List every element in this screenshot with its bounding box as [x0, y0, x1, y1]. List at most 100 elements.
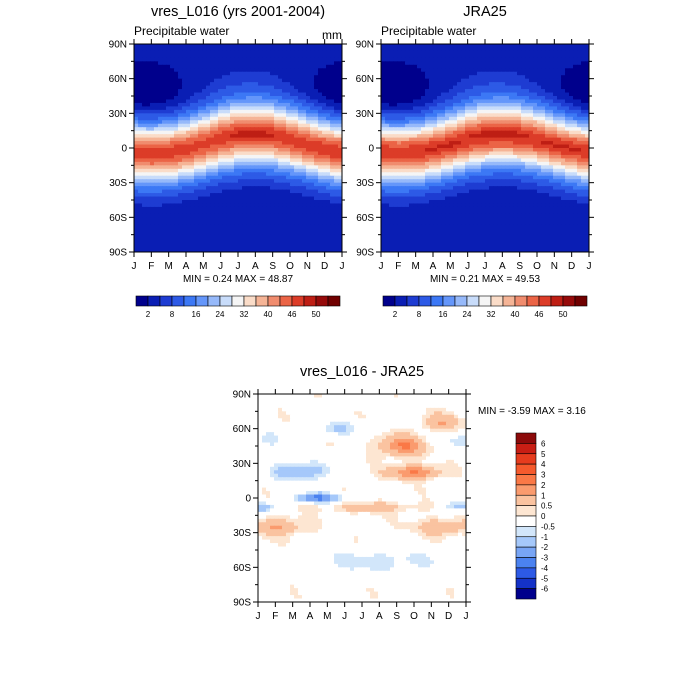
field-cell — [322, 217, 327, 222]
field-cell — [162, 210, 167, 215]
field-cell — [445, 113, 450, 118]
field-cell — [166, 179, 171, 184]
field-cell — [481, 96, 486, 101]
field-cell — [509, 44, 514, 49]
field-cell — [461, 109, 466, 114]
field-cell — [306, 89, 311, 94]
field-cell — [585, 47, 589, 52]
field-cell — [206, 161, 211, 166]
field-cell — [278, 238, 283, 243]
field-cell — [190, 213, 195, 218]
field-cell — [234, 200, 239, 205]
field-cell — [473, 127, 478, 132]
field-cell — [142, 47, 147, 52]
field-cell — [477, 130, 482, 135]
field-cell — [302, 61, 307, 66]
field-cell — [286, 102, 291, 107]
field-cell — [142, 189, 147, 194]
field-cell — [238, 217, 243, 222]
field-cell — [314, 148, 319, 153]
field-cell — [210, 109, 215, 114]
field-cell — [421, 109, 426, 114]
field-cell — [238, 168, 243, 173]
field-cell — [166, 47, 171, 52]
field-cell — [310, 224, 315, 229]
field-cell — [425, 47, 430, 52]
field-cell — [561, 78, 566, 83]
field-cell — [286, 44, 291, 49]
field-cell — [210, 134, 215, 139]
field-cell — [230, 99, 235, 104]
field-cell — [194, 200, 199, 205]
field-cell — [274, 137, 279, 142]
field-cell — [577, 92, 582, 97]
field-cell — [469, 78, 474, 83]
field-cell — [242, 71, 247, 76]
field-cell — [445, 123, 450, 128]
field-cell — [170, 182, 175, 187]
field-cell — [186, 144, 191, 149]
field-cell — [242, 210, 247, 215]
field-cell — [401, 154, 406, 159]
field-cell — [214, 137, 219, 142]
field-cell — [417, 78, 422, 83]
field-cell — [262, 245, 267, 250]
field-cell — [218, 165, 223, 170]
field-cell — [226, 179, 231, 184]
field-cell — [234, 189, 239, 194]
field-cell — [262, 68, 267, 73]
field-cell — [493, 85, 498, 90]
field-cell — [174, 96, 179, 101]
field-cell — [146, 189, 151, 194]
field-cell — [389, 148, 394, 153]
field-cell — [138, 189, 143, 194]
panel-model-units: mm — [322, 28, 342, 42]
field-cell — [409, 57, 414, 62]
field-cell — [585, 109, 589, 114]
field-cell — [449, 50, 454, 55]
field-cell — [385, 61, 390, 66]
field-cell — [202, 238, 207, 243]
field-cell — [302, 44, 307, 49]
field-cell — [405, 141, 410, 146]
field-cell — [194, 186, 199, 191]
field-cell — [310, 168, 315, 173]
field-cell — [266, 200, 271, 205]
field-cell — [497, 144, 502, 149]
field-cell — [210, 85, 215, 90]
field-cell — [246, 206, 251, 211]
field-cell — [326, 116, 331, 121]
field-cell — [473, 68, 478, 73]
field-cell — [489, 137, 494, 142]
field-cell — [585, 123, 589, 128]
field-cell — [445, 130, 450, 135]
field-cell — [294, 182, 299, 187]
field-cell — [314, 238, 319, 243]
field-cell — [569, 109, 574, 114]
field-cell — [270, 189, 275, 194]
field-cell — [278, 127, 283, 132]
field-cell — [441, 116, 446, 121]
field-cell — [569, 120, 574, 125]
field-cell — [298, 186, 303, 191]
field-cell — [314, 196, 319, 201]
field-cell — [254, 44, 259, 49]
field-cell — [573, 113, 578, 118]
field-cell — [134, 182, 139, 187]
field-cell — [198, 78, 203, 83]
field-cell — [178, 75, 183, 80]
field-cell — [242, 61, 247, 66]
field-cell — [254, 120, 259, 125]
field-cell — [310, 231, 315, 236]
field-cell — [421, 123, 426, 128]
field-cell — [262, 109, 267, 114]
field-cell — [210, 123, 215, 128]
field-cell — [533, 47, 538, 52]
field-cell — [290, 224, 295, 229]
field-cell — [178, 85, 183, 90]
colorbar-swatch — [291, 295, 305, 307]
field-cell — [266, 217, 271, 222]
field-cell — [258, 175, 263, 180]
field-cell — [190, 120, 195, 125]
field-cell — [533, 50, 538, 55]
